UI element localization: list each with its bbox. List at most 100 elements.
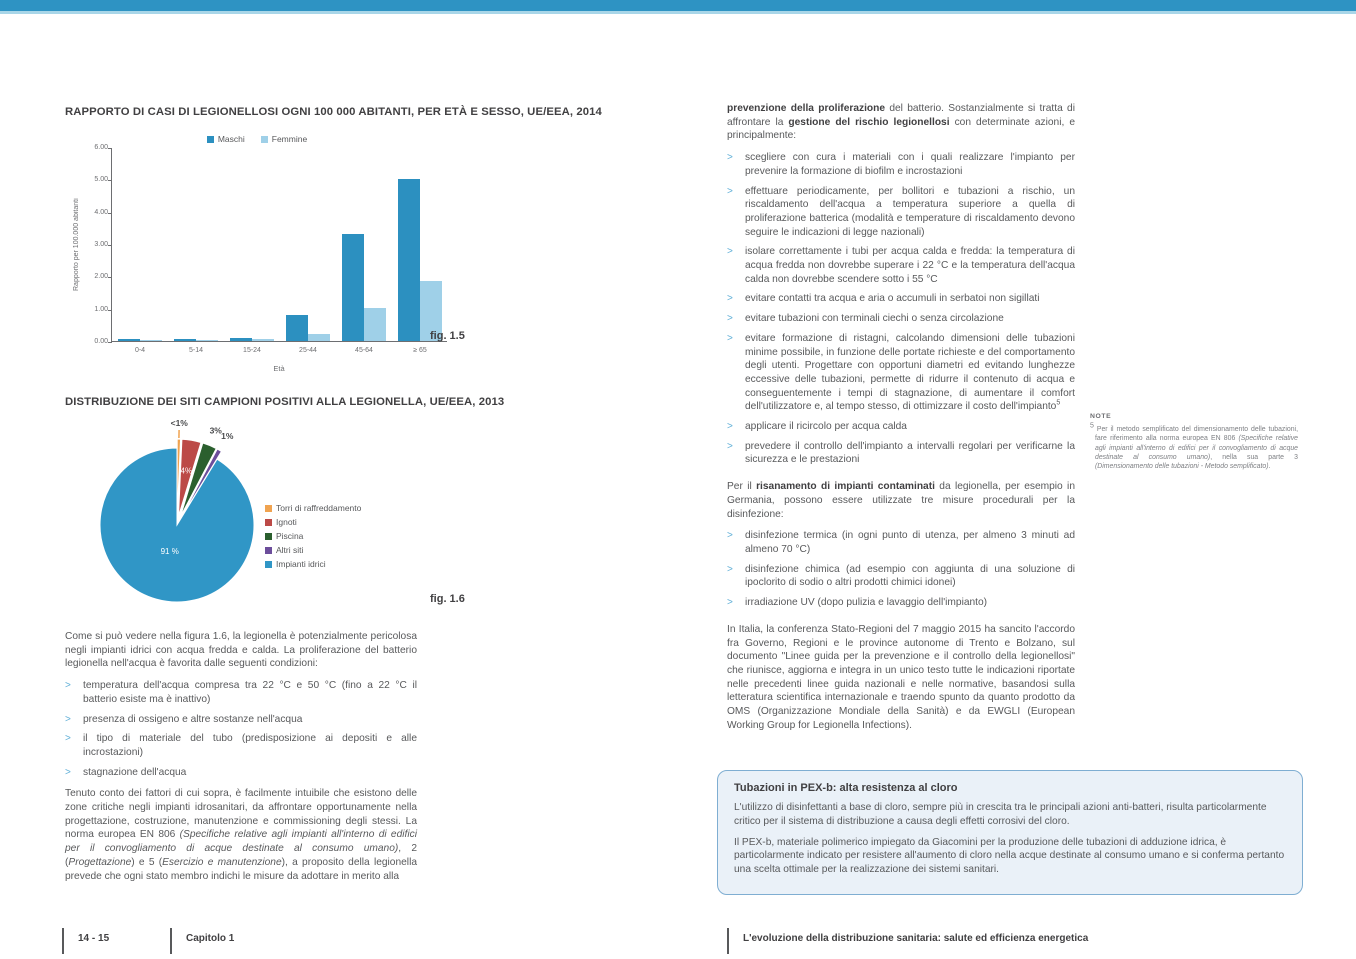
- bullet-arrow-icon: >: [727, 332, 733, 344]
- legend-swatch-icon: [265, 546, 272, 554]
- bullet-arrow-icon: >: [65, 680, 71, 692]
- top-accent-bar: [0, 0, 1356, 11]
- bar-femmine-5-14: [196, 340, 218, 341]
- bullet-text: temperatura dell'acqua compresa tra 22 °…: [83, 680, 417, 705]
- right-text-column: prevenzione della proliferazione del bat…: [727, 102, 1075, 740]
- text-run: Esercizio e manutenzione: [162, 856, 282, 868]
- bar-maschi-45-64: [342, 234, 364, 341]
- bullet-text: applicare il ricircolo per acqua calda: [745, 421, 907, 433]
- y-tick-mark: [108, 309, 112, 311]
- text-run: , nella sua parte 3: [1210, 453, 1299, 461]
- paragraph: Come si può vedere nella figura 1.6, la …: [65, 631, 417, 670]
- bullet-item: > temperatura dell'acqua compresa tra 22 …: [65, 679, 417, 706]
- bar-maschi-≥ 65: [398, 179, 420, 341]
- pie-chart-title: DISTRIBUZIONE DEI SITI CAMPIONI POSITIVI…: [65, 396, 505, 408]
- side-note: NOTE 5 Per il metodo semplificato del di…: [1090, 413, 1298, 471]
- bullet-list: > scegliere con cura i materiali con i qu…: [727, 151, 1075, 467]
- bullet-arrow-icon: >: [65, 713, 71, 725]
- pie-slice-ignoti: [178, 438, 202, 517]
- footer-page-numbers: 14 - 15: [62, 928, 109, 954]
- footer-book-title: L'evoluzione della distribuzione sanitar…: [727, 928, 1088, 954]
- text-run: con determinate azioni, e principalmente…: [727, 116, 1075, 142]
- text-run: (Specifiche relative agli impianti all'i…: [1095, 435, 1298, 461]
- bullet-text: presenza di ossigeno e altre sostanze ne…: [83, 713, 303, 725]
- highlight-box-title: Tubazioni in PEX-b: alta resistenza al c…: [734, 782, 958, 794]
- bullet-arrow-icon: >: [727, 597, 733, 609]
- bullet-text: effettuare periodicamente, per bollitori…: [745, 185, 1075, 238]
- legend-swatch-icon: [265, 560, 272, 568]
- bullet-item: > presenza di ossigeno e altre sostanze n…: [65, 713, 417, 727]
- bullet-text: isolare correttamente i tubi per acqua c…: [745, 246, 1075, 285]
- left-text-column: Come si può vedere nella figura 1.6, la …: [65, 630, 417, 891]
- bullet-text: evitare contatti tra acqua e aria o accu…: [745, 293, 1040, 305]
- text-run: gestione del rischio legionellosi: [788, 116, 950, 128]
- bullet-item: > disinfezione termica (in ogni punto di …: [727, 529, 1075, 556]
- legend-swatch-icon: [265, 518, 272, 526]
- bullet-text: il tipo di materiale del tubo (predispos…: [83, 733, 417, 758]
- bar-maschi-25-44: [286, 315, 308, 341]
- bullet-text: irradiazione UV (dopo pulizia e lavaggio…: [745, 597, 988, 609]
- bullet-arrow-icon: >: [727, 421, 733, 433]
- bullet-text: stagnazione dell'acqua: [83, 766, 187, 778]
- bar-chart-y-axis-label: Rapporto per 100.000 abitanti: [73, 198, 80, 292]
- highlight-box-paragraph: Il PEX-b, materiale polimerico impiegato…: [734, 836, 1285, 876]
- y-tick-mark: [108, 342, 112, 343]
- bullet-item: > il tipo di materiale del tubo (predispo…: [65, 732, 417, 759]
- x-tick-label: 15-24: [243, 347, 261, 354]
- bullet-list: > disinfezione termica (in ogni punto di …: [727, 529, 1075, 610]
- legend-label: Torri di raffreddamento: [276, 503, 362, 513]
- bullet-item: > scegliere con cura i materiali con i qu…: [727, 151, 1075, 178]
- bullet-item: > evitare contatti tra acqua e aria o acc…: [727, 292, 1075, 306]
- bar-maschi-15-24: [230, 337, 252, 341]
- text-run: Per il: [727, 481, 757, 493]
- text-run: ) e 5 (: [131, 856, 163, 868]
- bar-chart-title: RAPPORTO DI CASI DI LEGIONELLOSI OGNI 10…: [65, 106, 602, 118]
- bullet-item: > irradiazione UV (dopo pulizia e lavaggi…: [727, 596, 1075, 610]
- bullet-arrow-icon: >: [65, 766, 71, 778]
- bullet-item: > disinfezione chimica (ad esempio con ag…: [727, 563, 1075, 590]
- pie-slice-impianti-idrici: [99, 447, 255, 603]
- text-run: evitare formazione di ristagni, calcolan…: [745, 332, 1075, 413]
- bullet-text: disinfezione chimica (ad esempio con agg…: [745, 563, 1075, 589]
- paragraph: Tenuto conto dei fattori di cui sopra, è…: [65, 787, 417, 883]
- legend-item-ignoti: Ignoti: [265, 517, 361, 527]
- text-run: ), a proposito della legionella prevede …: [65, 856, 417, 882]
- x-tick-label: ≥ 65: [413, 347, 427, 354]
- footer-divider: [727, 928, 729, 954]
- text-run: (Specifiche relative agli impianti all'i…: [65, 829, 417, 855]
- pie-slice-piscina: [179, 442, 217, 517]
- bullet-arrow-icon: >: [727, 440, 733, 452]
- bullet-item: > effettuare periodicamente, per bollitor…: [727, 185, 1075, 240]
- text-run: prevenzione della proliferazione: [727, 103, 886, 114]
- footer-chapter: Capitolo 1: [170, 928, 234, 954]
- bar-maschi-5-14: [174, 339, 196, 341]
- bullet-arrow-icon: >: [727, 246, 733, 258]
- y-tick-mark: [108, 245, 112, 246]
- y-tick-mark: [108, 212, 112, 214]
- footer-divider: [170, 928, 172, 954]
- y-tick-label: 3.00: [94, 241, 108, 248]
- legend-item-altri-siti: Altri siti: [265, 545, 361, 555]
- text-run: 5: [1090, 422, 1097, 430]
- bullet-text: scegliere con cura i materiali con i qua…: [745, 152, 1075, 177]
- bar-femmine-≥ 65: [420, 280, 442, 341]
- pie-slice-torri-di-raffreddamento: [176, 438, 182, 517]
- bullet-item: > stagnazione dell'acqua: [65, 766, 417, 780]
- y-tick-label: 6.00: [94, 144, 108, 151]
- y-tick-label: 5.00: [94, 176, 108, 184]
- figure-label-1-5: fig. 1.5: [430, 330, 465, 342]
- legend-label: Piscina: [276, 531, 304, 541]
- bullet-arrow-icon: >: [65, 733, 71, 745]
- legend-item-piscina: Piscina: [265, 531, 361, 541]
- bullet-text: disinfezione termica (in ogni punto di u…: [745, 530, 1075, 555]
- text-run: del batterio. Sostanzialmente si tratta …: [727, 103, 1075, 128]
- figure-label-1-6: fig. 1.6: [430, 593, 465, 605]
- bullet-arrow-icon: >: [727, 530, 733, 542]
- text-run: Per il metodo semplificato del dimension…: [1095, 426, 1298, 443]
- bar-chart-x-axis-label: Età: [273, 364, 285, 373]
- text-run: Progettazione: [68, 856, 132, 868]
- text-run: Tenuto conto dei fattori di cui sopra, è…: [65, 788, 417, 841]
- bullet-list: > temperatura dell'acqua compresa tra 22 …: [65, 679, 417, 779]
- bar-femmine-15-24: [252, 338, 274, 341]
- highlight-box-pexb: Tubazioni in PEX-b: alta resistenza al c…: [717, 770, 1303, 895]
